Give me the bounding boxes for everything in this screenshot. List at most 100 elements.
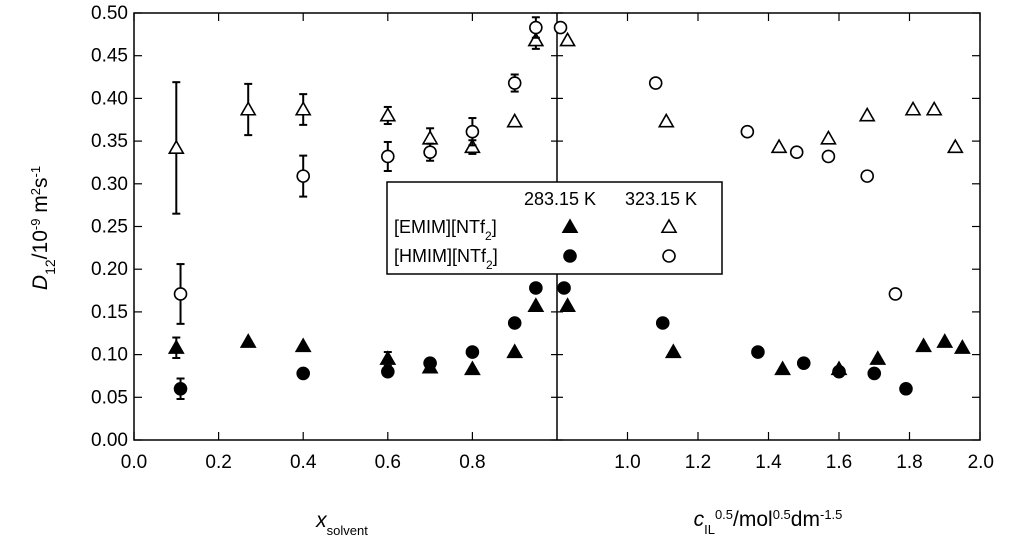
data-point-right-circle-open	[821, 149, 836, 164]
legend-label-emim: [EMIM][NTf2]	[394, 217, 497, 243]
legend-markers	[561, 218, 678, 263]
data-point-right-triangle-filled	[559, 297, 576, 312]
legend-hmim-tail: ]	[493, 246, 498, 266]
legend: 283.15 K 323.15 K [EMIM][NTf2] [HMIM][NT…	[386, 181, 723, 275]
data-point-left-circle-filled	[529, 281, 543, 295]
data-point-right-circle-open	[553, 20, 568, 35]
data-point-right-triangle-filled	[869, 350, 887, 365]
data-point-left-triangle-open	[506, 112, 524, 128]
x-axis-title-left: xsolvent	[315, 509, 368, 538]
y-tick-label: 0.35	[91, 131, 128, 152]
data-point-left-triangle-open	[527, 31, 545, 47]
y-tick-label: 0.30	[91, 174, 128, 195]
data-point-right-triangle-filled	[953, 339, 971, 354]
data-point-right-triangle-open	[657, 112, 675, 128]
x-tick-label-left: 0.6	[375, 452, 401, 473]
y-title-sup3: -1	[28, 166, 43, 178]
data-point-right-triangle-open	[858, 106, 876, 122]
data-point-left-triangle-filled	[527, 297, 545, 312]
x-tick-label-right: 1.0	[614, 452, 640, 473]
x-right-title-sup3: -1.5	[820, 507, 842, 522]
data-point-left-circle-filled	[507, 316, 522, 330]
x-tick-label-right: 1.8	[896, 452, 922, 473]
y-tick-label: 0.20	[91, 259, 128, 280]
data-point-left-triangle-open	[421, 129, 439, 145]
data-point-left-circle-open	[380, 149, 395, 164]
data-point-left-circle-filled	[173, 381, 188, 396]
legend-marker-323	[660, 218, 678, 234]
y-tick-label: 0.45	[91, 46, 128, 67]
legend-label-hmim: [HMIM][NTf2]	[394, 246, 498, 272]
marks-layer	[167, 16, 971, 401]
data-point-right-triangle-filled	[915, 337, 932, 353]
data-point-left-triangle-open	[239, 100, 257, 116]
x-tick-label-right: 1.6	[826, 452, 852, 473]
x-right-title-sup1: 0.5	[715, 507, 733, 522]
data-point-right-triangle-open	[925, 100, 943, 116]
x-left-title-main: x	[315, 509, 328, 532]
data-point-right-circle-open	[789, 145, 804, 160]
y-tick-label: 0.50	[91, 3, 128, 24]
data-point-right-circle-open	[860, 169, 875, 183]
data-point-left-circle-filled	[465, 345, 480, 359]
y-title-sub: 12	[42, 259, 58, 275]
x-axis-title-right: cIL0.5/mol0.5dm-1.5	[694, 507, 843, 537]
data-point-right-triangle-open	[770, 138, 788, 154]
x-right-title-sup2: 0.5	[773, 507, 791, 522]
data-point-right-circle-open	[740, 124, 755, 139]
data-point-right-triangle-filled	[774, 360, 791, 376]
data-point-right-circle-filled	[751, 345, 765, 359]
data-point-left-triangle-open	[167, 139, 185, 154]
x-right-title-sub: IL	[704, 522, 715, 537]
data-point-left-circle-filled	[380, 364, 395, 379]
data-point-left-circle-open	[423, 145, 437, 160]
data-point-right-triangle-open	[820, 129, 837, 145]
legend-marker-283	[561, 218, 579, 234]
data-point-right-circle-filled	[796, 356, 811, 370]
data-point-right-triangle-open	[559, 31, 576, 47]
y-title-italic: D	[29, 275, 52, 290]
data-point-left-circle-filled	[423, 356, 437, 370]
y-title-mid: /10	[29, 230, 52, 259]
x-tick-label-left: 0.4	[290, 452, 317, 473]
legend-header-323: 323.15 K	[625, 189, 697, 209]
data-point-left-circle-open	[173, 287, 188, 301]
data-point-right-circle-filled	[832, 364, 846, 379]
data-point-right-circle-open	[648, 76, 663, 90]
legend-header-283: 283.15 K	[524, 189, 596, 209]
data-point-right-triangle-open	[904, 100, 922, 116]
x-tick-label-right: 1.2	[685, 452, 711, 473]
y-tick-label: 0.25	[91, 217, 128, 238]
y-title-mid2: m	[29, 195, 52, 218]
legend-emim-tail: ]	[492, 217, 497, 237]
data-point-left-circle-filled	[296, 366, 311, 381]
data-point-left-circle-open	[529, 20, 543, 35]
legend-hmim-sub: 2	[486, 258, 493, 272]
y-axis-title: D12/10-9 m2s-1	[28, 166, 59, 290]
legend-hmim-base: [HMIM][NTf	[394, 246, 487, 266]
data-point-left-circle-open	[507, 76, 522, 90]
legend-emim-base: [EMIM][NTf	[394, 217, 486, 237]
data-point-right-triangle-filled	[936, 333, 954, 348]
y-tick-label: 0.40	[91, 88, 128, 109]
data-point-left-triangle-filled	[239, 333, 257, 348]
data-point-left-triangle-filled	[506, 343, 524, 359]
data-point-right-circle-filled	[655, 316, 670, 330]
data-point-right-circle-filled	[557, 281, 571, 295]
data-point-left-circle-open	[465, 124, 480, 139]
x-right-title-mid2: dm	[791, 508, 820, 531]
legend-marker-323	[662, 249, 676, 263]
x-right-title-mid: /mol	[733, 508, 773, 531]
data-point-left-triangle-open	[379, 106, 397, 122]
y-title-mid3: s	[29, 177, 52, 188]
data-point-left-triangle-filled	[294, 337, 312, 353]
legend-emim-sub: 2	[485, 229, 492, 243]
data-point-right-circle-filled	[899, 381, 913, 396]
data-point-left-circle-open	[296, 169, 311, 183]
data-point-left-triangle-filled	[379, 350, 397, 365]
data-point-right-triangle-open	[946, 138, 964, 154]
x-tick-label-left: 0.0	[121, 452, 147, 473]
data-point-left-triangle-filled	[167, 339, 185, 354]
x-right-title-italic: c	[694, 508, 705, 531]
